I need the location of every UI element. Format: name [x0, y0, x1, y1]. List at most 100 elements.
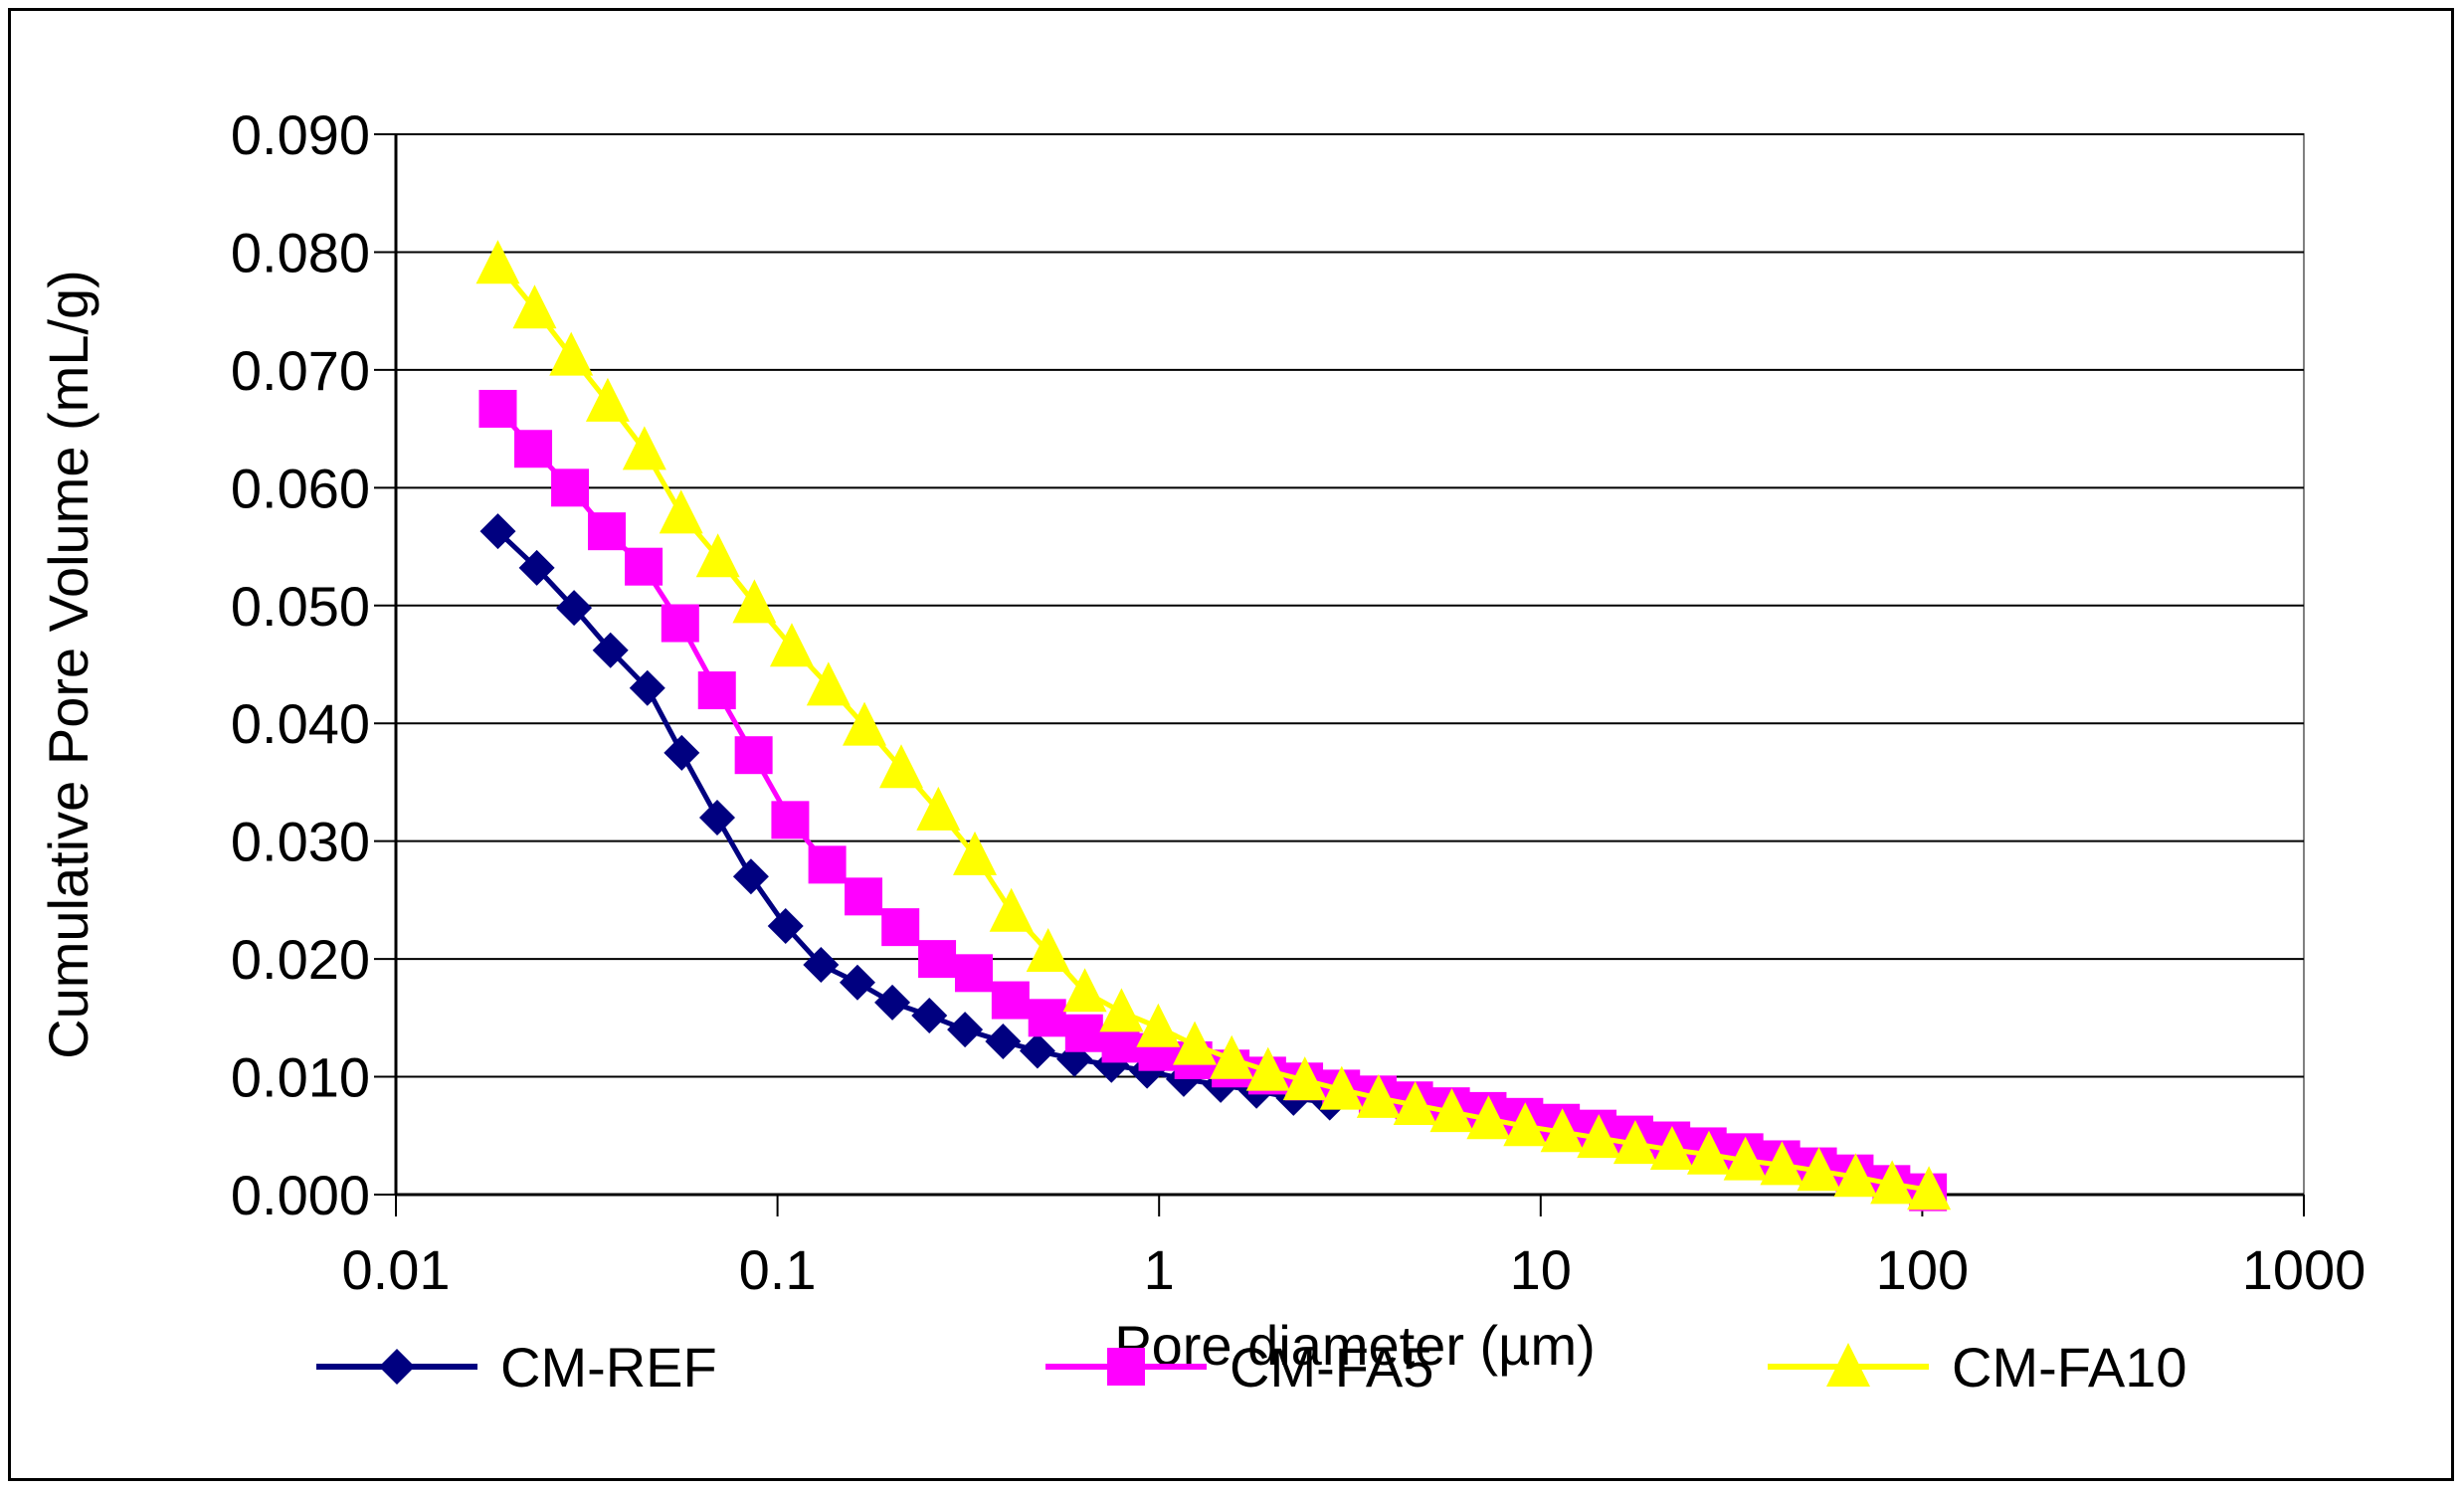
- data-point: [1723, 1136, 1768, 1181]
- data-point: [1210, 1034, 1254, 1079]
- data-point: [1026, 928, 1070, 973]
- data-point: [771, 801, 810, 839]
- data-point: [845, 877, 883, 916]
- data-point: [514, 430, 553, 468]
- data-point: [551, 468, 590, 507]
- y-tick-labels: 0.000 0.010 0.020 0.030 0.040 0.050 0.060 0.070…: [231, 103, 370, 1226]
- data-point: [695, 533, 740, 578]
- data-point: [874, 984, 911, 1021]
- data-point: [985, 1024, 1022, 1060]
- y-tick-label: 0.000: [231, 1164, 370, 1226]
- data-point: [1540, 1108, 1585, 1153]
- series-cm-fa10: [475, 240, 1952, 1211]
- series-line: [495, 262, 1930, 1193]
- y-tick-label: 0.080: [231, 221, 370, 283]
- data-point: [1503, 1102, 1548, 1147]
- data-point: [1577, 1114, 1621, 1159]
- data-point: [1612, 1120, 1657, 1165]
- legend-label: CM-FA5: [1230, 1336, 1433, 1398]
- data-point: [592, 632, 629, 668]
- legend-marker: [379, 1349, 415, 1385]
- data-point: [661, 604, 699, 643]
- data-point: [549, 331, 594, 376]
- data-point: [1099, 988, 1144, 1032]
- data-point: [588, 512, 627, 551]
- data-point: [622, 426, 666, 470]
- data-point: [698, 799, 735, 836]
- y-tick-label: 0.050: [231, 575, 370, 638]
- data-point: [1649, 1125, 1694, 1170]
- data-point: [1245, 1046, 1290, 1091]
- x-tick-label: 0.1: [739, 1238, 817, 1301]
- data-point: [1833, 1153, 1878, 1198]
- data-point: [585, 377, 630, 422]
- data-point: [767, 907, 804, 944]
- legend-item-cm-ref: CM-REF: [316, 1336, 717, 1398]
- x-tick-label: 1: [1144, 1238, 1175, 1301]
- data-point: [954, 954, 993, 993]
- data-point: [1760, 1141, 1804, 1186]
- data-point: [625, 547, 663, 586]
- data-point: [947, 1012, 984, 1048]
- data-point: [989, 887, 1034, 932]
- data-point: [478, 389, 517, 428]
- y-tick-label: 0.060: [231, 457, 370, 519]
- data-point: [803, 947, 840, 984]
- data-point: [1686, 1130, 1731, 1175]
- data-point: [556, 590, 593, 627]
- data-point: [769, 623, 814, 667]
- series-group: [475, 240, 1952, 1211]
- data-point: [518, 549, 555, 586]
- y-tick-label: 0.020: [231, 928, 370, 991]
- axes: [374, 133, 2305, 1216]
- data-point: [878, 744, 923, 789]
- data-point: [843, 701, 887, 746]
- data-point: [1870, 1160, 1915, 1205]
- x-tick-label: 1000: [2242, 1238, 2367, 1301]
- data-point: [1062, 968, 1107, 1013]
- legend-item-cm-fa10: CM-FA10: [1768, 1336, 2187, 1398]
- data-point: [734, 736, 773, 775]
- data-point: [952, 831, 997, 875]
- y-tick-label: 0.070: [231, 339, 370, 402]
- data-point: [732, 579, 777, 624]
- y-tick-label: 0.010: [231, 1046, 370, 1109]
- x-tick-label: 0.01: [342, 1238, 451, 1301]
- data-point: [1064, 1014, 1103, 1052]
- y-tick-label: 0.030: [231, 811, 370, 873]
- data-point: [806, 661, 851, 706]
- data-point: [1136, 1003, 1181, 1047]
- plot-area: [395, 133, 2305, 1196]
- data-point: [991, 981, 1030, 1020]
- data-point: [808, 845, 847, 884]
- data-point: [1393, 1080, 1437, 1125]
- data-point: [659, 489, 703, 534]
- data-point: [732, 858, 769, 895]
- data-point: [512, 284, 557, 329]
- data-point: [916, 786, 961, 831]
- data-point: [918, 940, 957, 979]
- data-point: [629, 669, 665, 706]
- legend-label: CM-REF: [500, 1336, 717, 1398]
- legend-marker: [1826, 1343, 1870, 1387]
- data-point: [1429, 1088, 1474, 1133]
- x-tick-label: 10: [1510, 1238, 1572, 1301]
- data-point: [1797, 1147, 1841, 1192]
- gridlines: [396, 133, 2304, 1078]
- data-point: [881, 908, 920, 947]
- data-point: [1319, 1065, 1364, 1110]
- data-point: [479, 513, 516, 550]
- data-point: [839, 964, 875, 1001]
- legend-item-cm-fa5: CM-FA5: [1045, 1336, 1433, 1398]
- y-tick-label: 0.090: [231, 103, 370, 166]
- y-tick-label: 0.040: [231, 692, 370, 755]
- legend-label: CM-FA10: [1952, 1336, 2187, 1398]
- data-point: [475, 240, 520, 284]
- data-point: [663, 734, 700, 771]
- x-tick-label: 100: [1876, 1238, 1969, 1301]
- legend: CM-REF CM-FA5 CM-FA10: [316, 1336, 2187, 1398]
- data-point: [697, 671, 736, 710]
- y-axis-label: Cumulative Pore Volume (mL/g): [37, 270, 99, 1059]
- legend-marker: [1107, 1348, 1145, 1386]
